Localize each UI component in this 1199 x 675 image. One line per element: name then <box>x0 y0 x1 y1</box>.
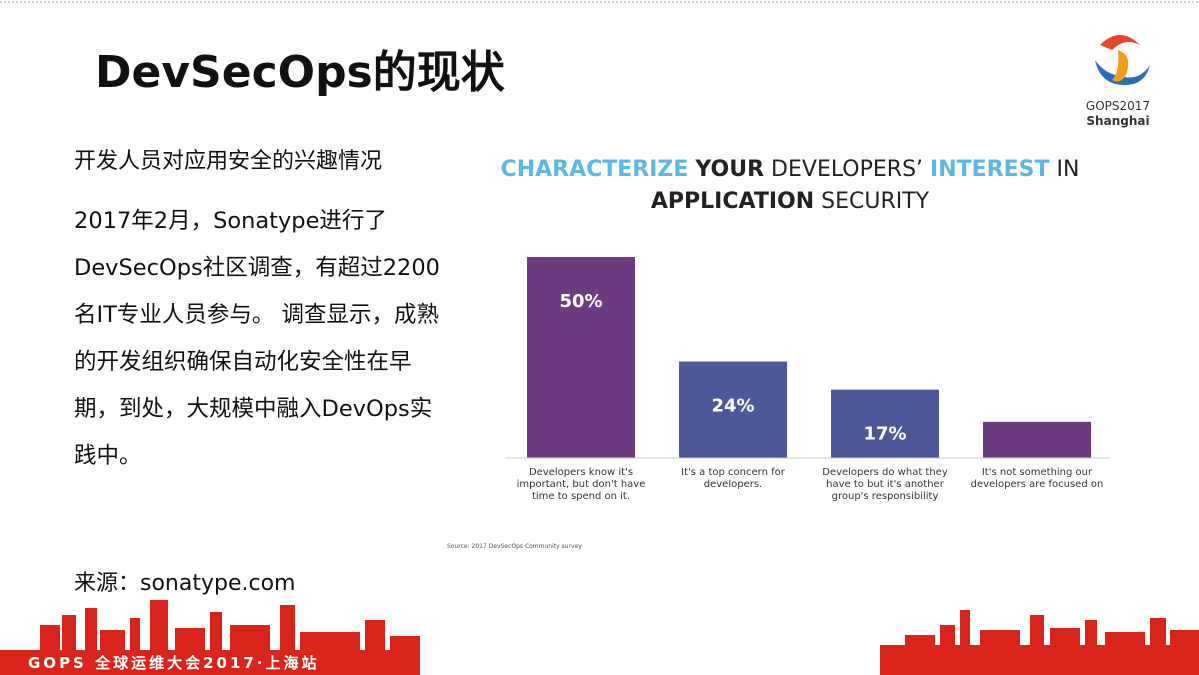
subtitle: 开发人员对应用安全的兴趣情况 <box>74 149 383 174</box>
category-label: Developers know it's important, but don'… <box>516 467 646 502</box>
chart-title: CHARACTERIZE YOUR DEVELOPERS’ INTEREST I… <box>470 154 1110 218</box>
bar <box>983 421 1091 458</box>
title-part: CHARACTERIZE <box>500 157 689 182</box>
bar <box>679 361 787 458</box>
value-label: 9% <box>1022 456 1053 477</box>
paragraph: 2017年2月，Sonatype进行了DevSecOps社区调查，有超过2200… <box>74 208 440 469</box>
slide-title: DevSecOps的现状 <box>95 47 505 98</box>
category-label: It's a top concern for developers. <box>681 467 785 490</box>
title-part: IN <box>1056 157 1080 182</box>
value-label: 50% <box>559 291 602 312</box>
skyline <box>0 600 1199 675</box>
value-label: 17% <box>863 424 906 445</box>
category-label: Developers do what they have to but it's… <box>822 467 948 502</box>
title-part: APPLICATION <box>650 189 815 214</box>
footer-text: GOPS 全球运维大会2017·上海站 <box>28 654 320 672</box>
title-part: YOUR <box>695 157 765 182</box>
logo-name: GOPS2017 <box>1086 99 1150 113</box>
chart-source: Source: 2017 DevSecOps Community survey <box>447 543 582 550</box>
source-note: 来源：sonatype.com <box>74 571 296 596</box>
bar <box>527 257 635 458</box>
logo-icon <box>1095 35 1150 85</box>
title-part: INTEREST <box>930 157 1050 182</box>
bar <box>831 389 939 458</box>
title-part: DEVELOPERS’ <box>771 157 924 182</box>
logo-city: Shanghai <box>1086 114 1149 128</box>
value-label: 24% <box>711 396 754 417</box>
title-part: SECURITY <box>821 189 930 214</box>
category-label: It's not something our developers are fo… <box>970 467 1104 490</box>
